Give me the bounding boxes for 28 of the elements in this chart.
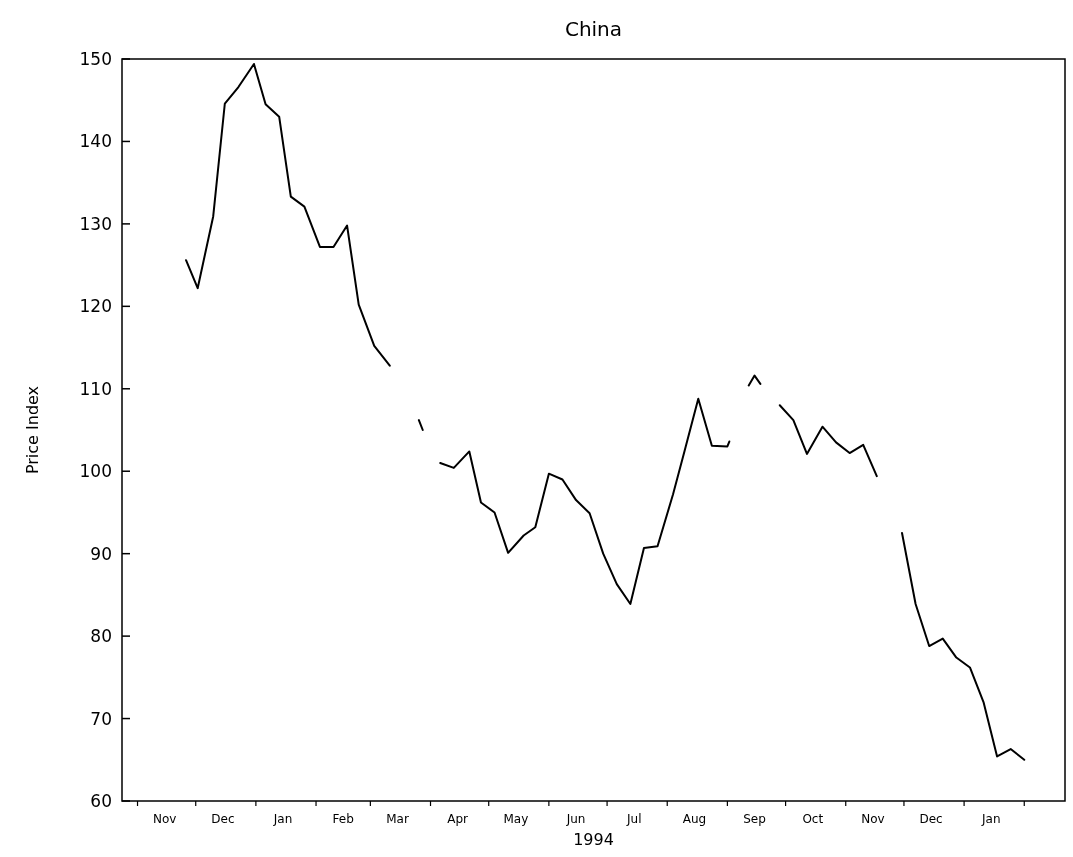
x-tick-label: Jan	[272, 812, 293, 826]
x-tick-label: Jan	[981, 812, 1001, 826]
x-tick-label: Jun	[565, 812, 586, 826]
y-tick-label: 70	[90, 708, 112, 729]
y-axis-title: Price Index	[23, 385, 42, 475]
x-tick-label: Mar	[386, 812, 409, 826]
chart-title: China	[564, 17, 623, 41]
y-tick-label: 150	[79, 48, 112, 69]
y-tick-label: 90	[90, 543, 112, 564]
x-tick-label: Apr	[447, 812, 469, 826]
x-tick-label: Sep	[743, 812, 766, 826]
y-tick-label: 130	[79, 213, 112, 234]
x-tick-label: Aug	[682, 812, 707, 826]
y-tick-label: 60	[90, 790, 112, 811]
x-tick-label: May	[503, 812, 529, 826]
y-tick-label: 100	[79, 461, 112, 482]
y-tick-label: 120	[79, 296, 112, 317]
x-tick-label: Nov	[861, 812, 885, 826]
y-tick-label: 140	[79, 131, 112, 152]
x-tick-label: Dec	[211, 812, 235, 826]
x-axis-title: 1994	[573, 830, 614, 849]
y-tick-label: 110	[79, 378, 112, 399]
x-tick-label: Oct	[802, 812, 824, 826]
x-tick-label: Jul	[626, 812, 642, 826]
x-tick-label: Nov	[152, 812, 177, 826]
y-tick-label: 80	[90, 626, 112, 647]
x-tick-label: Dec	[919, 812, 943, 826]
x-tick-label: Feb	[332, 812, 354, 826]
